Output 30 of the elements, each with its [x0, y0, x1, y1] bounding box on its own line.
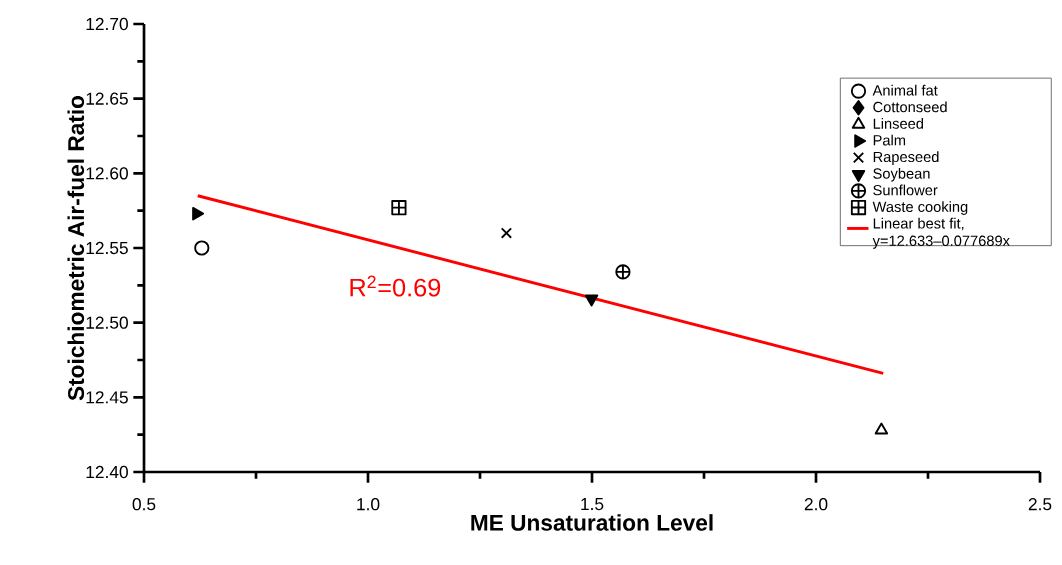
legend-label: Rapeseed: [873, 151, 939, 165]
y-axis-title: Stoichiometric Air-fuel Ratio: [67, 95, 85, 401]
x-axis-title: ME Unsaturation Level: [471, 514, 713, 531]
x-tick-label: 2.5: [1028, 498, 1052, 511]
point: [194, 240, 210, 256]
legend-label: Animal fat: [872, 84, 938, 96]
legend-label: Sunflower: [873, 184, 938, 196]
y-tick-label: 12.50: [86, 316, 128, 329]
x-tick-label: 1.5: [581, 498, 604, 511]
point: [615, 264, 631, 280]
legend-label: Cottonseed: [873, 101, 947, 113]
point: [874, 422, 889, 435]
annotation: R$^{2}$=0.69: [350, 275, 441, 297]
x-tick-label: 2.0: [804, 498, 828, 511]
y-tick-label: 12.65: [86, 92, 128, 105]
y-tick-label: 12.40: [86, 465, 128, 479]
point: [500, 227, 513, 239]
y-tick-label: 12.55: [86, 241, 128, 255]
legend-label: Linseed: [873, 118, 924, 129]
point: [192, 206, 205, 221]
x-tick-label: 0.5: [132, 498, 156, 511]
legend-label: Soybean: [873, 167, 930, 182]
legend-label: Palm: [873, 134, 906, 146]
legend-label: Waste cooking: [872, 201, 968, 215]
legend-label: Linear best fit, y=12.633–0.077689x: [872, 217, 1010, 249]
point: [391, 200, 407, 216]
y-tick-label: 12.70: [86, 17, 128, 31]
y-tick-label: 12.45: [86, 391, 128, 404]
y-tick-label: 12.60: [86, 167, 128, 180]
x-tick-label: 1.0: [357, 498, 380, 511]
